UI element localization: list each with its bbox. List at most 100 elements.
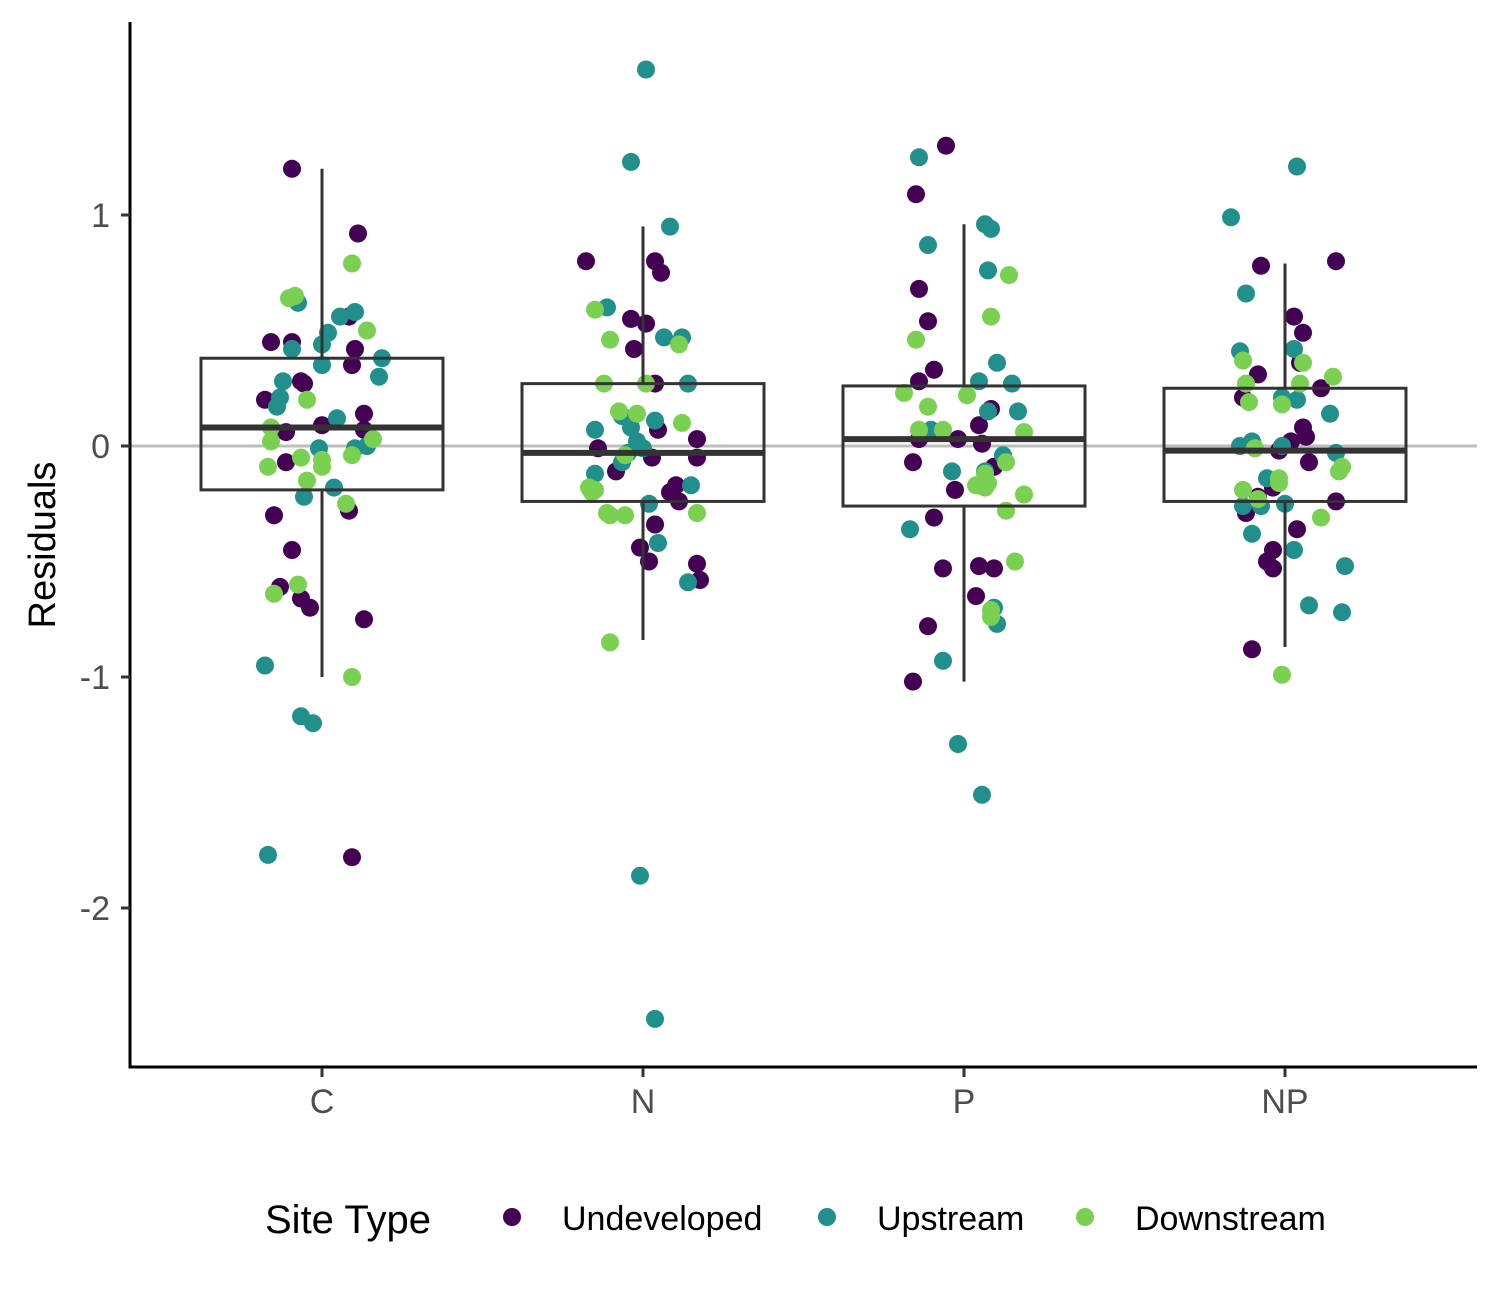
point-upstream	[370, 367, 388, 386]
point-downstream	[259, 457, 277, 476]
point-undeveloped	[1297, 427, 1315, 446]
point-upstream	[622, 152, 640, 171]
point-upstream	[331, 307, 349, 326]
point-downstream	[586, 480, 604, 499]
point-undeveloped	[283, 541, 301, 559]
point-undeveloped	[652, 263, 670, 282]
point-downstream	[628, 404, 646, 423]
point-upstream	[970, 372, 988, 391]
point-downstream	[610, 402, 628, 421]
point-upstream	[982, 219, 1000, 238]
point-downstream	[280, 289, 298, 308]
y-ticks-layer: 1 0 -1 -2	[80, 197, 130, 928]
point-undeveloped	[919, 617, 937, 636]
point-downstream	[1015, 485, 1033, 504]
point-undeveloped	[1300, 453, 1318, 472]
point-upstream	[1336, 557, 1354, 576]
point-upstream	[901, 520, 919, 539]
point-undeveloped	[970, 416, 988, 435]
point-upstream	[274, 372, 292, 391]
point-upstream	[1288, 157, 1306, 176]
point-downstream	[907, 330, 925, 349]
point-undeveloped	[277, 453, 295, 472]
point-upstream	[646, 1009, 664, 1028]
point-downstream	[358, 321, 376, 340]
legend-title: Site Type	[265, 1198, 431, 1242]
point-upstream	[1300, 596, 1318, 615]
point-upstream	[1333, 603, 1351, 622]
point-downstream	[997, 453, 1015, 472]
point-undeveloped	[349, 224, 367, 243]
point-upstream	[622, 418, 640, 437]
point-downstream	[364, 430, 382, 449]
point-undeveloped	[1288, 520, 1306, 539]
point-downstream	[895, 383, 913, 402]
point-undeveloped	[1252, 256, 1270, 275]
point-downstream	[292, 448, 310, 467]
point-downstream	[601, 633, 619, 652]
x-tick-label: N	[631, 1083, 656, 1121]
point-downstream	[1240, 393, 1258, 412]
point-undeveloped	[343, 848, 361, 867]
box-p	[841, 384, 1087, 508]
point-upstream	[586, 420, 604, 439]
point-downstream	[265, 584, 283, 603]
point-downstream	[1006, 552, 1024, 571]
point-upstream	[346, 303, 364, 321]
point-downstream	[1312, 508, 1330, 527]
point-undeveloped	[265, 506, 283, 525]
point-upstream	[682, 476, 700, 495]
axes-layer	[128, 22, 1477, 1069]
point-downstream	[262, 432, 280, 451]
legend-marker-downstream	[1076, 1208, 1094, 1226]
point-downstream	[934, 420, 952, 439]
point-upstream	[655, 328, 673, 347]
point-downstream	[298, 390, 316, 409]
point-undeveloped	[925, 360, 943, 379]
point-upstream	[1222, 208, 1240, 227]
point-undeveloped	[262, 333, 280, 352]
point-undeveloped	[1243, 640, 1261, 659]
legend-label-upstream: Upstream	[877, 1200, 1024, 1238]
y-axis-title: Residuals	[22, 462, 64, 629]
x-tick-label: P	[953, 1083, 976, 1121]
point-upstream	[586, 464, 604, 483]
point-upstream	[1285, 340, 1303, 358]
point-upstream	[649, 534, 667, 552]
point-downstream	[1273, 395, 1291, 414]
boxplot-layer	[199, 168, 1408, 682]
point-upstream	[1288, 390, 1306, 409]
point-upstream	[295, 487, 313, 506]
point-undeveloped	[301, 598, 319, 617]
point-downstream	[313, 457, 331, 476]
point-undeveloped	[688, 430, 706, 449]
point-upstream	[268, 397, 286, 416]
legend-label-downstream: Downstream	[1135, 1200, 1326, 1238]
point-downstream	[976, 478, 994, 497]
y-tick-label: 0	[91, 428, 110, 466]
point-undeveloped	[904, 672, 922, 691]
point-downstream	[289, 575, 307, 594]
point-undeveloped	[934, 559, 952, 578]
point-downstream	[670, 335, 688, 354]
point-undeveloped	[355, 610, 373, 629]
point-upstream	[283, 340, 301, 358]
point-downstream	[1270, 474, 1288, 492]
point-undeveloped	[967, 587, 985, 606]
point-downstream	[919, 397, 937, 416]
point-downstream	[343, 668, 361, 686]
point-upstream	[259, 845, 277, 864]
point-undeveloped	[625, 340, 643, 358]
point-undeveloped	[970, 557, 988, 576]
point-undeveloped	[346, 340, 364, 358]
point-downstream	[586, 300, 604, 319]
point-upstream	[979, 261, 997, 280]
point-upstream	[1243, 524, 1261, 543]
point-undeveloped	[925, 508, 943, 527]
point-upstream	[679, 573, 697, 592]
point-undeveloped	[577, 252, 595, 271]
y-tick-label: -1	[80, 659, 110, 697]
point-upstream	[1237, 284, 1255, 303]
box-np	[1162, 386, 1408, 503]
point-downstream	[1234, 480, 1252, 499]
